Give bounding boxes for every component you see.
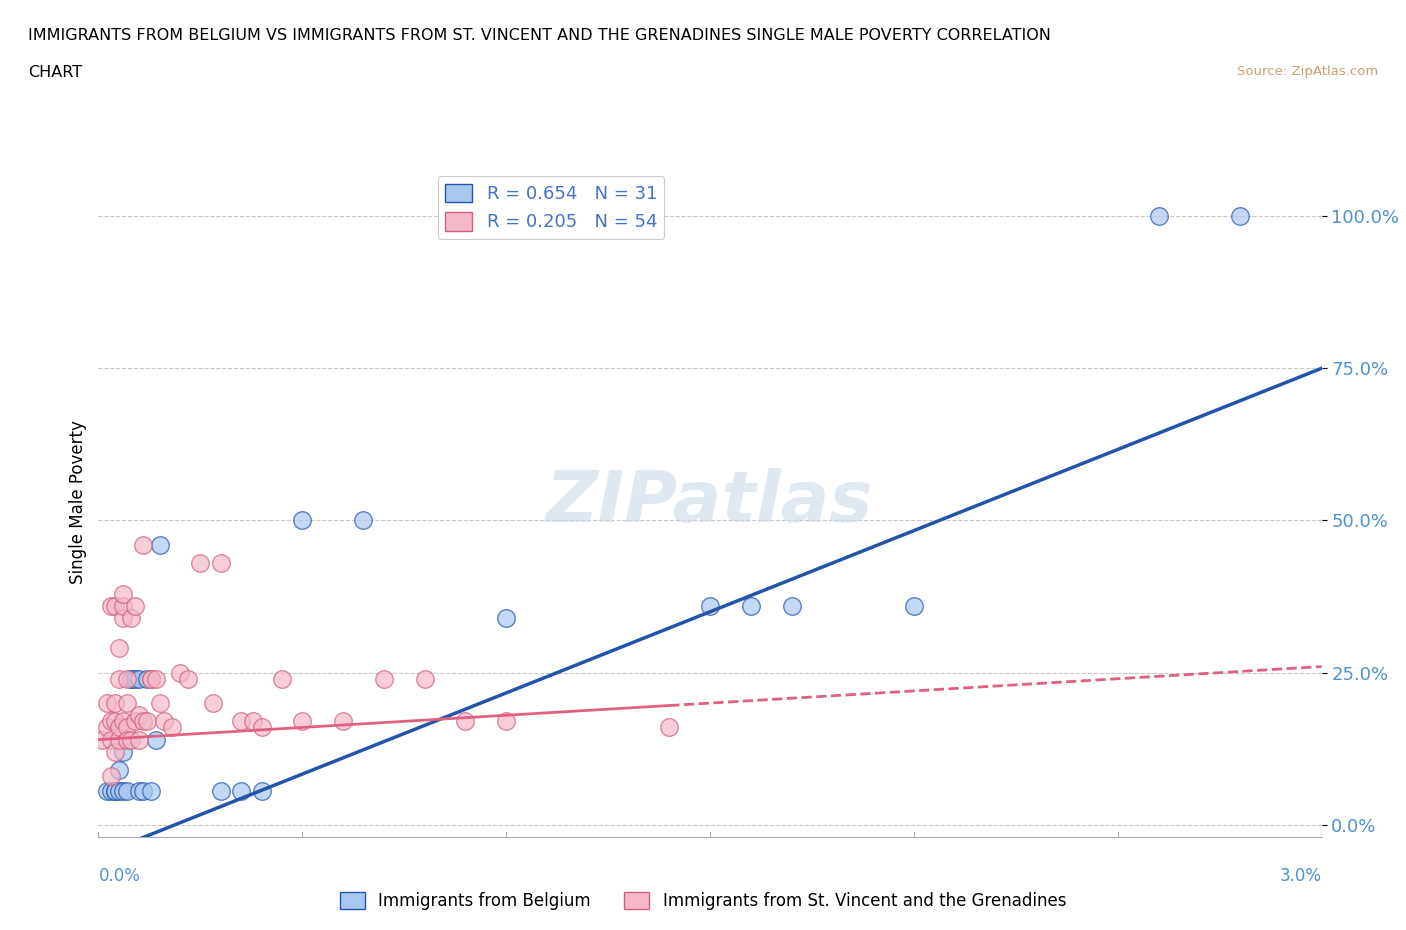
Point <box>141 671 163 686</box>
Point <box>149 538 172 552</box>
Point <box>115 671 138 686</box>
Point <box>111 784 134 799</box>
Point <box>111 744 134 759</box>
Point <box>100 769 122 784</box>
Point <box>104 696 127 711</box>
Point <box>250 784 273 799</box>
Point <box>104 598 127 613</box>
Point <box>91 732 114 747</box>
Text: Source: ZipAtlas.com: Source: ZipAtlas.com <box>1237 65 1378 78</box>
Point <box>658 720 681 735</box>
Point <box>115 784 138 799</box>
Point <box>120 610 142 625</box>
Point <box>128 732 150 747</box>
Point <box>250 720 273 735</box>
Point <box>100 598 122 613</box>
Point <box>332 714 354 729</box>
Point <box>120 671 142 686</box>
Point <box>100 714 122 729</box>
Point <box>115 696 138 711</box>
Point <box>740 598 762 613</box>
Point <box>108 784 131 799</box>
Y-axis label: Single Male Poverty: Single Male Poverty <box>69 420 87 584</box>
Point <box>209 784 232 799</box>
Text: 0.0%: 0.0% <box>98 868 141 885</box>
Point <box>124 598 146 613</box>
Point <box>903 598 925 613</box>
Text: 3.0%: 3.0% <box>1279 868 1322 885</box>
Legend: R = 0.654   N = 31, R = 0.205   N = 54: R = 0.654 N = 31, R = 0.205 N = 54 <box>437 177 664 239</box>
Point <box>111 598 134 613</box>
Point <box>124 671 146 686</box>
Point <box>115 732 138 747</box>
Point <box>115 720 138 735</box>
Point <box>373 671 395 686</box>
Point <box>120 671 142 686</box>
Text: CHART: CHART <box>28 65 82 80</box>
Point <box>495 714 517 729</box>
Point <box>141 671 163 686</box>
Point <box>104 714 127 729</box>
Point <box>108 641 131 656</box>
Point <box>291 714 314 729</box>
Point <box>152 714 174 729</box>
Text: IMMIGRANTS FROM BELGIUM VS IMMIGRANTS FROM ST. VINCENT AND THE GRENADINES SINGLE: IMMIGRANTS FROM BELGIUM VS IMMIGRANTS FR… <box>28 28 1052 43</box>
Point <box>96 720 118 735</box>
Text: ZIPatlas: ZIPatlas <box>547 468 873 537</box>
Point <box>145 671 167 686</box>
Point <box>100 784 122 799</box>
Point <box>111 714 134 729</box>
Point <box>96 784 118 799</box>
Point <box>699 598 721 613</box>
Point <box>149 696 172 711</box>
Point <box>169 665 191 680</box>
Point <box>132 714 155 729</box>
Point <box>231 714 253 729</box>
Point <box>141 784 163 799</box>
Point <box>160 720 183 735</box>
Point <box>201 696 224 711</box>
Point <box>108 720 131 735</box>
Point <box>128 671 150 686</box>
Point <box>188 555 212 570</box>
Point <box>1147 208 1170 223</box>
Point <box>124 714 146 729</box>
Point <box>96 696 118 711</box>
Point <box>111 586 134 601</box>
Point <box>145 732 167 747</box>
Point <box>100 732 122 747</box>
Point <box>108 732 131 747</box>
Point <box>111 610 134 625</box>
Point <box>132 784 155 799</box>
Point <box>454 714 477 729</box>
Point <box>209 555 232 570</box>
Point <box>104 784 127 799</box>
Point <box>352 513 374 528</box>
Point <box>495 610 517 625</box>
Point <box>108 763 131 777</box>
Point <box>128 784 150 799</box>
Point <box>136 714 159 729</box>
Point <box>1229 208 1251 223</box>
Point <box>231 784 253 799</box>
Point <box>132 538 155 552</box>
Point <box>108 671 131 686</box>
Point <box>104 784 127 799</box>
Point <box>136 671 159 686</box>
Point <box>242 714 264 729</box>
Point <box>291 513 314 528</box>
Point <box>413 671 436 686</box>
Point <box>177 671 200 686</box>
Point <box>120 732 142 747</box>
Legend: Immigrants from Belgium, Immigrants from St. Vincent and the Grenadines: Immigrants from Belgium, Immigrants from… <box>333 885 1073 917</box>
Point <box>270 671 292 686</box>
Point <box>780 598 803 613</box>
Point <box>104 744 127 759</box>
Point <box>128 708 150 723</box>
